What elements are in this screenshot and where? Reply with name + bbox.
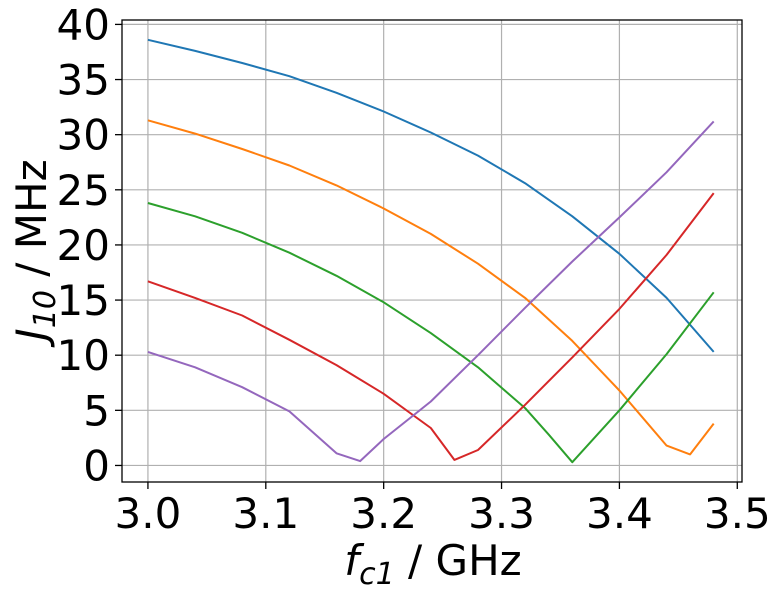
plot-area-frame xyxy=(121,19,743,483)
y-tick-label: 20 xyxy=(57,221,110,270)
y-axis-label-base: J xyxy=(7,328,56,347)
x-tick-label: 3.5 xyxy=(704,489,771,538)
y-axis-label-subscript: 10 xyxy=(28,290,63,328)
y-tick-label: 10 xyxy=(57,331,110,380)
series-group xyxy=(147,38,715,464)
y-tick-label: 40 xyxy=(57,0,110,49)
x-axis-label: fc1 / GHz xyxy=(344,536,521,592)
x-tick-label: 3.1 xyxy=(232,489,299,538)
series-line-4 xyxy=(147,192,715,461)
y-tick-label: 35 xyxy=(57,56,110,105)
x-axis-ticks: 3.0 3.1 3.2 3.3 3.4 3.5 xyxy=(115,482,771,538)
series-line-3 xyxy=(147,202,715,464)
y-tick-label: 15 xyxy=(57,276,110,325)
y-tick-label: 25 xyxy=(57,166,110,215)
x-axis-label-unit: / GHz xyxy=(395,536,522,585)
x-tick-label: 3.4 xyxy=(586,489,653,538)
y-tick-label: 5 xyxy=(83,386,110,435)
y-axis-ticks: 0 5 10 15 20 25 30 35 40 xyxy=(57,0,122,490)
x-axis-label-subscript: c1 xyxy=(359,557,395,592)
x-tick-label: 3.3 xyxy=(468,489,535,538)
grid xyxy=(122,20,742,482)
y-tick-label: 0 xyxy=(83,441,110,490)
x-tick-label: 3.2 xyxy=(350,489,417,538)
x-tick-label: 3.0 xyxy=(115,489,182,538)
y-axis-label: J10 / MHz xyxy=(7,159,63,347)
y-axis-label-unit: / MHz xyxy=(7,159,56,290)
y-tick-label: 30 xyxy=(57,111,110,160)
series-line-1 xyxy=(147,38,715,353)
series-line-5 xyxy=(147,120,715,463)
series-line-2 xyxy=(147,119,715,456)
